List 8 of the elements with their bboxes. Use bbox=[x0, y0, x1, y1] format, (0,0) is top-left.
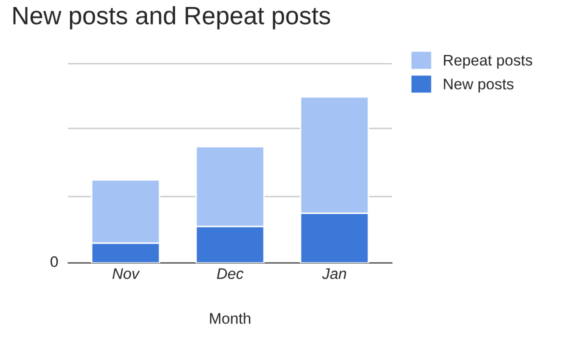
x-tick-label: Jan bbox=[322, 268, 346, 280]
chart-title: New posts and Repeat posts bbox=[13, 6, 330, 30]
x-tick-label: Nov bbox=[112, 268, 140, 280]
text: 0 bbox=[50, 256, 58, 268]
x-axis-title: Month bbox=[210, 312, 250, 324]
legend-label: Repeat posts bbox=[444, 54, 532, 69]
x-tick-label: Dec bbox=[216, 268, 244, 280]
legend-label: New posts bbox=[444, 78, 514, 92]
